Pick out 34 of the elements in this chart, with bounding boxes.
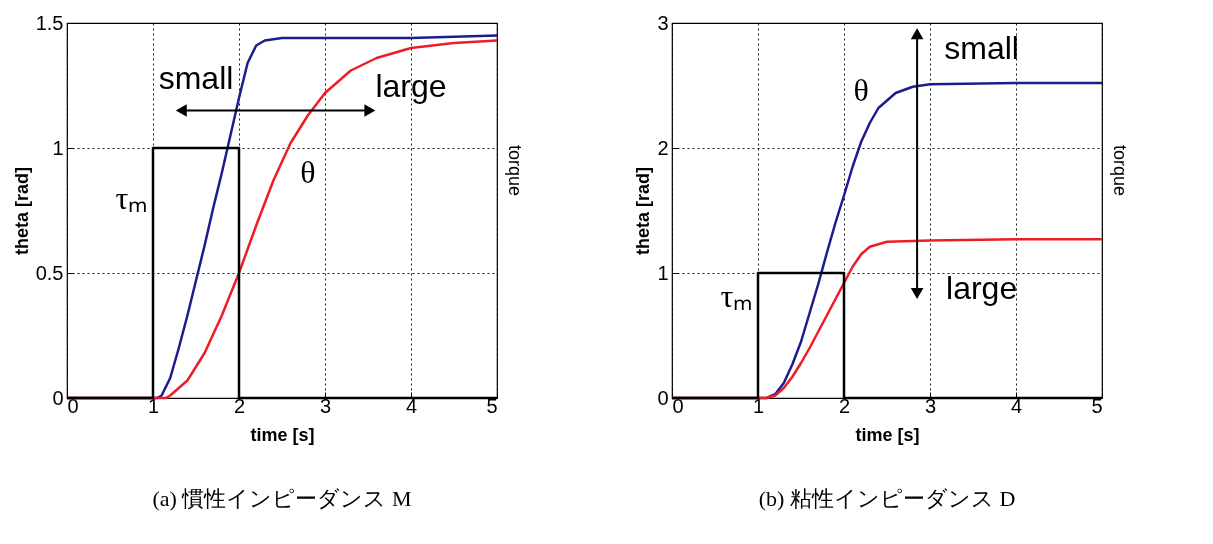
x-tick-label: 3 xyxy=(319,394,332,417)
annotation: small xyxy=(944,30,1019,67)
x-tick-label: 0 xyxy=(67,394,79,417)
y-tick-label: 0.5 xyxy=(35,261,64,284)
y-axis-title: theta [rad] xyxy=(633,166,654,256)
x-tick-label: 2 xyxy=(838,394,851,417)
annotation: large xyxy=(375,67,447,104)
x-tick-label: 5 xyxy=(1091,394,1103,417)
x-axis-title: time [s] xyxy=(855,424,920,445)
y-tick-label: 2 xyxy=(657,136,669,159)
y-axis-title: theta [rad] xyxy=(11,166,32,256)
text: (a) 慣性インピーダンス M xyxy=(152,486,412,511)
x-tick-label: 3 xyxy=(924,394,937,417)
y2-axis-title: torque xyxy=(1110,144,1130,197)
x-tick-label: 4 xyxy=(1010,394,1023,417)
x-tick-label: 1 xyxy=(752,394,765,417)
y-tick-label: 3 xyxy=(657,11,669,34)
x-tick-label: 2 xyxy=(233,394,246,417)
x-tick-label: 1 xyxy=(147,394,160,417)
text: (b) 粘性インピーダンス D xyxy=(758,486,1016,511)
annotation: small xyxy=(158,60,234,97)
y-tick-label: 1 xyxy=(657,261,669,284)
x-tick-label: 0 xyxy=(672,394,684,417)
annotation: τₘ xyxy=(115,180,148,217)
x-axis-title: time [s] xyxy=(250,424,315,445)
x-tick-label: 4 xyxy=(405,394,418,417)
annotation: θ xyxy=(853,71,869,108)
annotation: τₘ xyxy=(720,277,753,314)
y2-axis-title: torque xyxy=(505,144,525,197)
annotation: large xyxy=(946,270,1018,307)
y-tick-label: 1.5 xyxy=(35,11,64,34)
y-tick-label: 1 xyxy=(52,136,64,159)
annotation: θ xyxy=(300,154,316,190)
x-tick-label: 5 xyxy=(486,394,498,417)
